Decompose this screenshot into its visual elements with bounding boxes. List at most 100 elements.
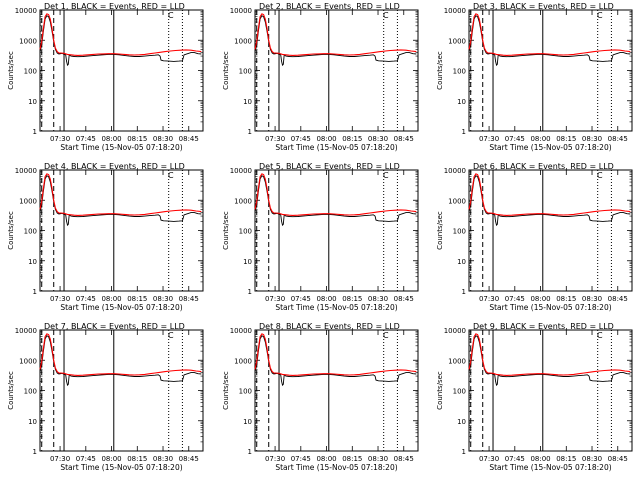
series-line-lld	[39, 13, 202, 56]
y-axis-label: Counts/sec	[222, 371, 230, 410]
x-tick-label: 08:30	[153, 135, 173, 143]
x-axis-label: Start Time (15-Nov-05 07:18:20)	[275, 143, 397, 152]
y-axis-label: Counts/sec	[436, 211, 444, 250]
y-tick-label: 10	[457, 418, 466, 426]
x-tick-label: 08:00	[316, 455, 336, 463]
y-tick-label: 100	[453, 388, 466, 396]
y-tick-label: 10000	[230, 167, 252, 175]
series-line-lld	[254, 13, 417, 56]
y-tick-label: 10	[243, 418, 252, 426]
x-tick-label: 08:00	[101, 135, 121, 143]
y-tick-label: 1	[462, 288, 466, 296]
x-tick-label: 08:45	[394, 135, 414, 143]
y-tick-label: 10000	[15, 167, 37, 175]
detector-panel-6: Det 6, BLACK = Events, RED = LLD 1 10 100 10…	[436, 162, 633, 312]
series-line-lld	[39, 333, 202, 376]
x-axis-label: Start Time (15-Nov-05 07:18:20)	[275, 303, 397, 312]
x-tick-label: 08:15	[342, 135, 362, 143]
panel-title: Det 7, BLACK = Events, RED = LLD	[44, 322, 185, 331]
y-tick-label: 1000	[234, 357, 252, 365]
y-tick-label: 1	[33, 288, 37, 296]
x-tick-label: 08:15	[556, 135, 576, 143]
x-tick-label: 08:15	[556, 455, 576, 463]
x-tick-label: 08:15	[556, 295, 576, 303]
y-tick-label: 100	[24, 388, 37, 396]
series-line-lld	[254, 173, 417, 216]
series-line-lld	[468, 333, 631, 376]
y-tick-label: 10	[243, 258, 252, 266]
x-tick-label: 07:30	[479, 455, 499, 463]
y-tick-label: 10000	[230, 327, 252, 335]
x-tick-label: 08:45	[608, 455, 628, 463]
legend-label: C	[597, 331, 603, 340]
y-tick-label: 10	[243, 98, 252, 106]
y-axis-label: Counts/sec	[7, 211, 15, 250]
y-tick-label: 10	[28, 418, 37, 426]
x-axis-label: Start Time (15-Nov-05 07:18:20)	[489, 463, 611, 472]
y-tick-label: 10000	[15, 7, 37, 15]
x-tick-label: 07:45	[291, 455, 311, 463]
legend-label: C	[168, 11, 174, 20]
y-tick-label: 100	[239, 228, 252, 236]
x-tick-label: 08:45	[179, 295, 199, 303]
x-axis-label: Start Time (15-Nov-05 07:18:20)	[489, 143, 611, 152]
x-tick-label: 07:30	[265, 295, 285, 303]
x-tick-label: 08:30	[368, 455, 388, 463]
x-tick-label: 07:45	[291, 295, 311, 303]
y-tick-label: 1	[33, 448, 37, 456]
detector-panel-8: Det 8, BLACK = Events, RED = LLD 1 10 100 10…	[222, 322, 419, 472]
y-tick-label: 10000	[444, 167, 466, 175]
series-line-lld	[39, 173, 202, 216]
y-tick-label: 100	[453, 228, 466, 236]
x-tick-label: 07:45	[76, 295, 96, 303]
x-axis-label: Start Time (15-Nov-05 07:18:20)	[60, 303, 182, 312]
series-line-lld	[468, 13, 631, 56]
x-tick-label: 07:30	[265, 135, 285, 143]
panel-title: Det 3, BLACK = Events, RED = LLD	[473, 2, 614, 11]
detector-panel-4: Det 4, BLACK = Events, RED = LLD 1 10 100 10…	[7, 162, 204, 312]
y-tick-label: 1000	[448, 37, 466, 45]
x-tick-label: 08:30	[153, 295, 173, 303]
x-axis-label: Start Time (15-Nov-05 07:18:20)	[60, 143, 182, 152]
y-axis-label: Counts/sec	[222, 211, 230, 250]
x-tick-label: 08:00	[316, 295, 336, 303]
x-tick-label: 07:30	[50, 135, 70, 143]
x-tick-label: 08:30	[153, 455, 173, 463]
legend-label: C	[597, 11, 603, 20]
panel-title: Det 1, BLACK = Events, RED = LLD	[44, 2, 185, 11]
y-tick-label: 100	[24, 68, 37, 76]
x-tick-label: 08:00	[530, 295, 550, 303]
x-tick-label: 07:45	[505, 135, 525, 143]
x-tick-label: 08:45	[394, 295, 414, 303]
x-tick-label: 08:45	[179, 455, 199, 463]
x-tick-label: 08:30	[368, 295, 388, 303]
panel-title: Det 4, BLACK = Events, RED = LLD	[44, 162, 185, 171]
y-tick-label: 1000	[448, 357, 466, 365]
x-tick-label: 07:30	[479, 295, 499, 303]
y-tick-label: 100	[239, 388, 252, 396]
x-tick-label: 08:15	[127, 295, 147, 303]
legend-label: C	[383, 331, 389, 340]
x-axis-label: Start Time (15-Nov-05 07:18:20)	[275, 463, 397, 472]
x-tick-label: 07:45	[505, 295, 525, 303]
x-tick-label: 08:30	[582, 455, 602, 463]
detector-panel-9: Det 9, BLACK = Events, RED = LLD 1 10 100 10…	[436, 322, 633, 472]
x-tick-label: 08:00	[101, 295, 121, 303]
panel-title: Det 2, BLACK = Events, RED = LLD	[259, 2, 400, 11]
x-tick-label: 08:30	[582, 135, 602, 143]
x-tick-label: 08:00	[530, 455, 550, 463]
x-tick-label: 07:30	[265, 455, 285, 463]
panel-title: Det 5, BLACK = Events, RED = LLD	[259, 162, 400, 171]
y-tick-label: 1000	[448, 197, 466, 205]
y-tick-label: 1	[248, 128, 252, 136]
x-axis-label: Start Time (15-Nov-05 07:18:20)	[489, 303, 611, 312]
panel-title: Det 8, BLACK = Events, RED = LLD	[259, 322, 400, 331]
y-axis-label: Counts/sec	[7, 51, 15, 90]
x-tick-label: 08:15	[342, 455, 362, 463]
x-tick-label: 08:30	[368, 135, 388, 143]
x-tick-label: 07:45	[291, 135, 311, 143]
y-tick-label: 1	[248, 448, 252, 456]
detector-panel-5: Det 5, BLACK = Events, RED = LLD 1 10 100 10…	[222, 162, 419, 312]
series-line-lld	[254, 333, 417, 376]
